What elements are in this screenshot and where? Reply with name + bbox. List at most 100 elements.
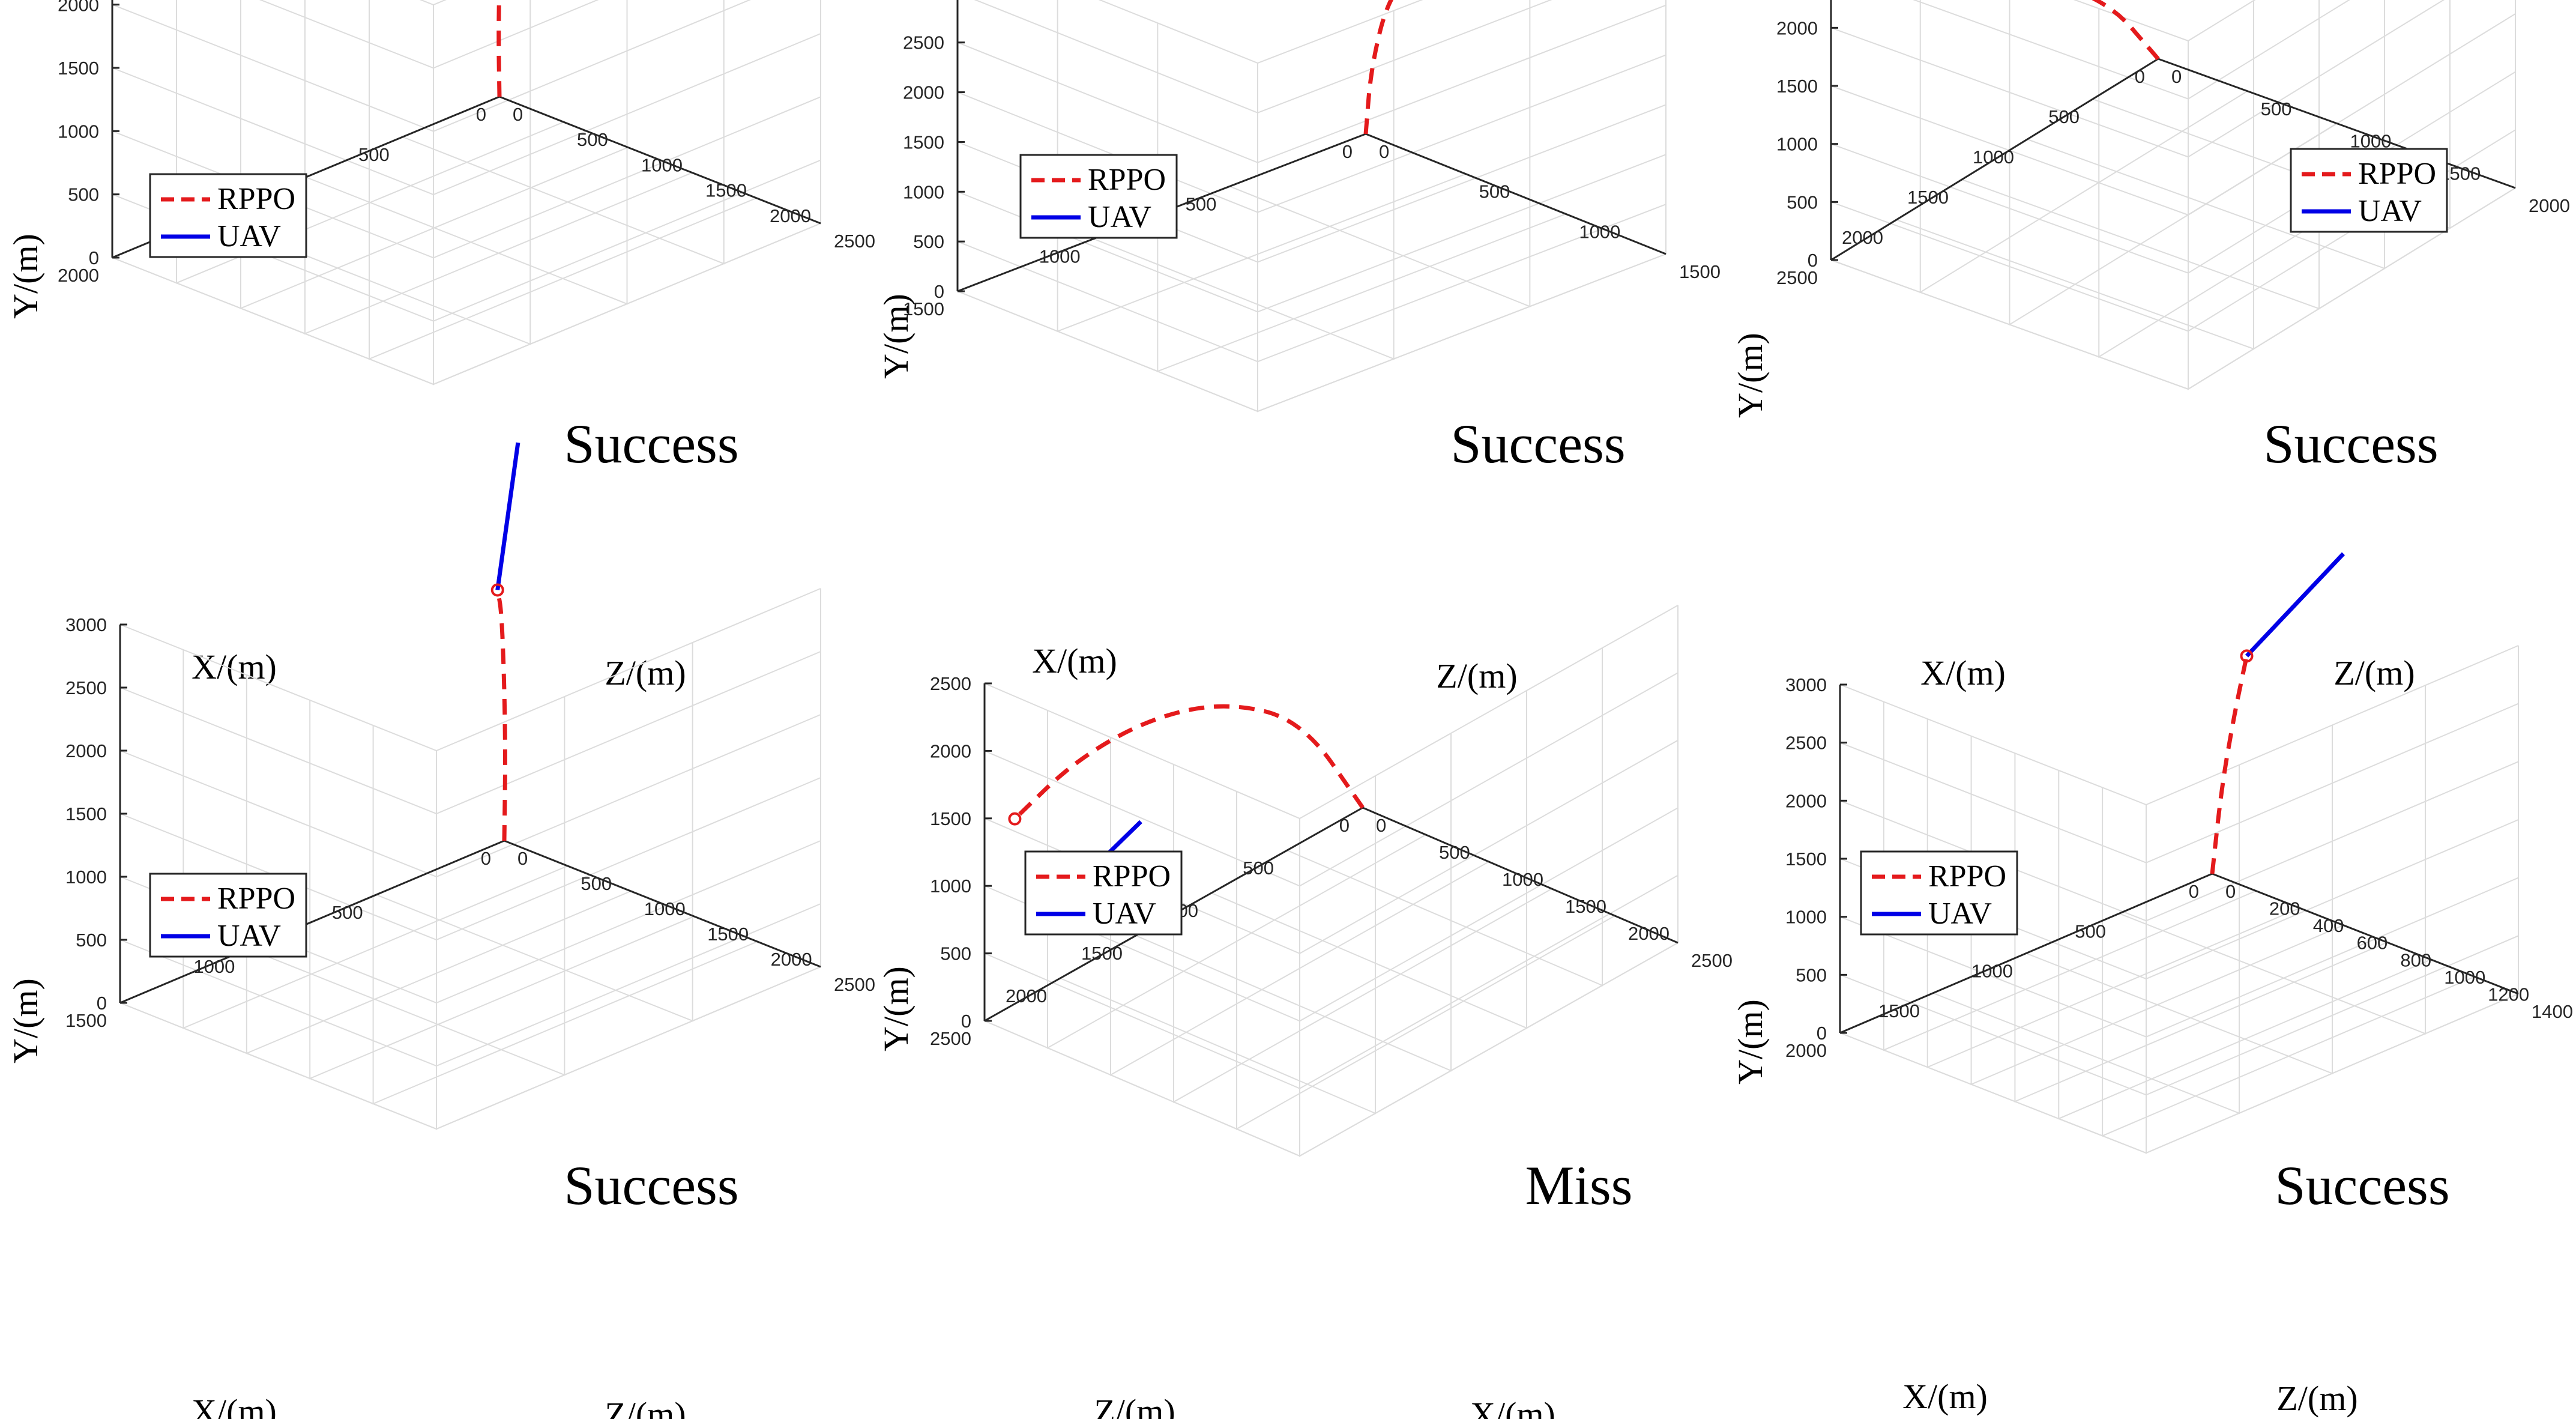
- grid-line: [1286, 648, 1603, 987]
- right-tick-label: 2000: [2529, 195, 2570, 216]
- vertical-tick-label: 3000: [65, 614, 107, 635]
- right-tick-label: 1000: [641, 154, 683, 175]
- vertical-tick-label: 500: [913, 231, 944, 252]
- left-tick-label: 1000: [1971, 961, 2013, 982]
- legend-box: [149, 873, 307, 958]
- left-tick-label: 500: [2075, 921, 2106, 942]
- left-tick-label: 0: [476, 104, 486, 125]
- left-tick-label: 0: [1342, 141, 1353, 162]
- grid-line: [1919, 0, 2248, 294]
- right-tick-label: 500: [2261, 98, 2292, 120]
- right-tick-label: 1400: [2532, 1001, 2573, 1022]
- grid-line: [1896, 1, 2254, 350]
- grid-line: [436, 751, 821, 1130]
- grid-line: [402, 0, 725, 265]
- grid-line: [1365, 0, 1667, 255]
- legend-rppo-label: RPPO: [217, 882, 295, 916]
- right-tick-label: 500: [577, 129, 608, 150]
- vertical-tick-label: 0: [934, 281, 944, 302]
- left-tick-label: 500: [358, 144, 390, 165]
- vertical-axis-title: Y/(m): [876, 966, 915, 1051]
- rppo-trajectory: [495, 589, 507, 841]
- left-tick-label: 1500: [903, 298, 944, 319]
- grid-line: [240, 0, 629, 309]
- legend-uav-label: UAV: [1088, 200, 1151, 234]
- vertical-tick-label: 1000: [1785, 907, 1827, 928]
- grid-line: [246, 675, 632, 1054]
- legend-uav-label: UAV: [217, 219, 281, 253]
- vertical-tick-label: 500: [940, 943, 971, 964]
- grid-line: [1299, 818, 1679, 1157]
- left-tick-label: 500: [1186, 193, 1217, 214]
- grid-line: [119, 966, 821, 1130]
- vertical-tick-label: 3000: [1785, 674, 1827, 695]
- left-tick-label: 500: [1243, 858, 1274, 879]
- legend-box: [1860, 850, 2018, 936]
- intercept-marker: [490, 583, 504, 597]
- right-tick-label: 500: [581, 873, 612, 894]
- vertical-axis-title: Y/(m): [876, 294, 915, 379]
- right-tick-label: 1000: [644, 898, 686, 919]
- rppo-trajectory: [496, 0, 502, 97]
- right-tick-label: 0: [513, 104, 523, 125]
- left-tick-label: 500: [332, 902, 363, 923]
- grid-line: [1926, 719, 2300, 1068]
- vertical-tick-label: 1500: [930, 808, 971, 829]
- grid-line: [1883, 701, 2257, 1051]
- vertical-axis-title: Y/(m): [1731, 333, 1770, 418]
- right-tick-label: 400: [2313, 915, 2344, 936]
- grid-line: [2102, 787, 2475, 1137]
- right-axis-title: Z/(m): [1436, 656, 1517, 695]
- legend-uav-label: UAV: [2358, 194, 2422, 228]
- panel-4: 0500100015002000250030000500100015000500…: [6, 442, 875, 1419]
- vertical-tick-label: 1000: [903, 181, 944, 202]
- right-tick-label: 500: [1479, 181, 1510, 202]
- vertical-tick-label: 2500: [65, 677, 107, 698]
- right-axis: [1362, 806, 1679, 944]
- intercept-marker: [2240, 649, 2254, 663]
- left-tick-label: 0: [481, 848, 491, 869]
- right-tick-label: 1200: [2488, 984, 2529, 1005]
- left-axis-title: X/(m): [192, 647, 277, 686]
- right-tick-label: 1000: [2444, 967, 2485, 988]
- grid-line: [984, 605, 1679, 820]
- panel-5: 0500100015002000250005001000150020002500…: [876, 605, 1733, 1419]
- grid-line: [306, 0, 628, 305]
- legend-box: [149, 173, 307, 258]
- right-axis-title: Z/(m): [605, 1395, 686, 1419]
- legend-uav-label: UAV: [217, 919, 281, 953]
- right-tick-label: 2000: [771, 949, 812, 970]
- grid-line: [499, 0, 821, 225]
- status-label: Success: [2275, 1155, 2449, 1216]
- left-tick-label: 1000: [193, 956, 235, 977]
- grid-line: [984, 942, 1679, 1157]
- grid-line: [1236, 791, 1615, 1130]
- grid-line: [372, 725, 758, 1105]
- status-label: Success: [1450, 413, 1625, 474]
- grid-line: [376, 643, 693, 1022]
- grid-line: [2073, 0, 2256, 42]
- left-tick-label: 1500: [1907, 187, 1949, 208]
- right-tick-label: 2000: [770, 205, 811, 226]
- grid-line: [2146, 805, 2519, 1154]
- left-axis: [1830, 58, 2159, 261]
- right-tick-label: 0: [517, 848, 528, 869]
- vertical-tick-label: 0: [1808, 250, 1818, 271]
- left-tick-label: 0: [2189, 881, 2199, 902]
- vertical-tick-label: 500: [76, 930, 107, 951]
- grid-line: [309, 700, 695, 1080]
- grid-line: [119, 714, 821, 878]
- vertical-tick-label: 500: [68, 184, 99, 205]
- status-label: Miss: [1525, 1155, 1633, 1216]
- grid-line: [419, 0, 447, 6]
- right-tick-label: 2500: [1691, 950, 1733, 971]
- right-tick-label: 600: [2357, 933, 2388, 954]
- vertical-tick-label: 1500: [58, 58, 99, 79]
- left-tick-label: 1000: [1973, 147, 2014, 168]
- left-tick-label: 1500: [1081, 943, 1123, 964]
- left-tick-label: 2000: [1785, 1040, 1827, 1061]
- status-label: Success: [564, 413, 738, 474]
- vertical-tick-label: 500: [1787, 192, 1818, 213]
- right-axis: [2158, 58, 2516, 189]
